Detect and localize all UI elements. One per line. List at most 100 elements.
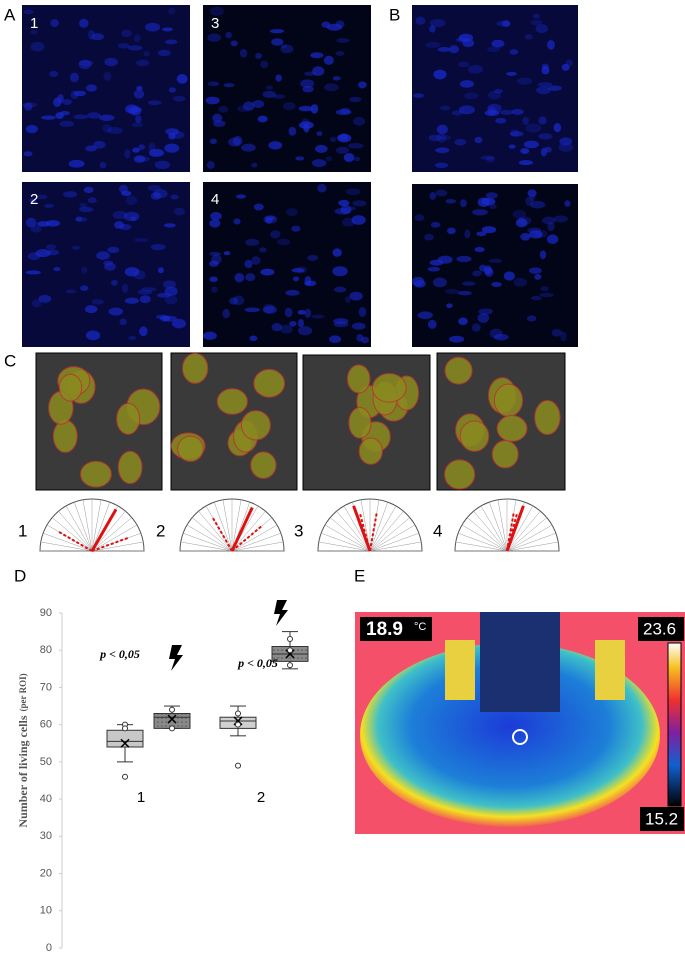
nucleus: [449, 45, 459, 54]
nucleus: [280, 44, 294, 54]
nucleus: [433, 69, 447, 80]
nucleus: [136, 59, 150, 67]
nucleus: [255, 52, 262, 60]
protractor-ray: [231, 499, 242, 552]
nucleus: [223, 251, 231, 256]
nucleus: [489, 328, 503, 339]
box-plot: 0 10 20 30 40 50 60 70 80 90 Number of living cell…: [16, 607, 309, 954]
nucleus: [335, 51, 345, 56]
nucleus: [321, 21, 331, 28]
nucleus: [506, 71, 517, 76]
nucleus: [125, 195, 138, 206]
nucleus: [472, 270, 482, 277]
nucleus: [520, 232, 531, 241]
nucleus: [280, 324, 293, 334]
protractor-ray: [343, 505, 371, 552]
data-point: [169, 706, 175, 713]
nucleus: [444, 289, 460, 295]
nucleus: [209, 251, 222, 256]
nucleus: [25, 124, 38, 134]
nucleus: [139, 295, 151, 304]
nucleus: [509, 49, 519, 55]
nucleus: [130, 216, 137, 221]
nucleus: [73, 114, 89, 120]
protractor-ray: [91, 541, 144, 552]
nucleus: [435, 147, 450, 154]
nucleus: [157, 49, 171, 57]
nucleus: [164, 143, 180, 153]
nucleus: [479, 264, 487, 272]
nucleus: [85, 305, 98, 314]
nucleus: [171, 131, 185, 139]
nucleus: [239, 48, 248, 58]
nucleus: [93, 140, 106, 149]
protractor-ray: [73, 502, 93, 552]
nucleus: [133, 34, 141, 43]
nucleus: [75, 216, 83, 222]
protractor-ray: [40, 541, 93, 552]
nucleus: [462, 281, 476, 286]
nucleus: [495, 117, 507, 124]
nucleus: [205, 96, 220, 105]
nucleus: [218, 105, 229, 113]
nucleus: [170, 194, 179, 200]
nucleus: [59, 120, 75, 127]
protractor-ray: [91, 517, 132, 552]
nucleus: [136, 85, 143, 91]
cell: [117, 450, 143, 485]
nucleus: [544, 146, 552, 153]
nucleus: [329, 335, 342, 343]
nucleus: [36, 194, 48, 200]
nucleus: [357, 81, 367, 89]
nucleus: [212, 113, 223, 123]
nucleus: [345, 188, 361, 196]
protractor-ray: [369, 511, 404, 552]
annotation: p < 0,05: [237, 656, 278, 670]
microscopy-image: [412, 184, 578, 347]
nucleus: [44, 203, 55, 209]
lightning-icon: [274, 600, 288, 626]
nucleus: [112, 210, 128, 220]
cell: [250, 451, 277, 479]
data-point: [122, 773, 128, 780]
nucleus: [436, 133, 447, 143]
nucleus: [289, 321, 297, 327]
cell: [79, 460, 112, 488]
nucleus: [40, 115, 56, 120]
cell: [444, 356, 473, 385]
nucleus: [245, 273, 256, 282]
nucleus: [162, 280, 177, 289]
nucleus: [157, 293, 171, 298]
nucleus: [162, 27, 173, 32]
nucleus: [297, 318, 305, 328]
nucleus: [222, 308, 230, 319]
nucleus: [233, 135, 243, 146]
nucleus: [353, 156, 361, 162]
nucleus: [523, 140, 539, 149]
nucleus: [535, 24, 548, 34]
y-tick-label: 60: [40, 719, 52, 731]
nucleus: [458, 33, 474, 42]
nucleus: [79, 18, 89, 28]
protractor-ray: [222, 499, 233, 552]
y-tick-label: 10: [40, 905, 52, 917]
nucleus: [272, 94, 286, 99]
protractor-ray: [506, 541, 559, 552]
protractor-ray: [369, 524, 416, 552]
nucleus: [412, 93, 424, 98]
nucleus: [70, 90, 79, 100]
nucleus: [316, 131, 323, 136]
nucleus: [271, 322, 283, 332]
protractor-ray: [461, 524, 508, 552]
nucleus: [53, 267, 61, 272]
nucleus: [344, 296, 351, 304]
protractor-ray: [318, 541, 371, 552]
nucleus: [527, 189, 537, 197]
nucleus: [148, 148, 164, 157]
nucleus: [122, 283, 129, 294]
nucleus: [119, 318, 127, 326]
nucleus: [102, 124, 112, 133]
x-group-label: 2: [257, 789, 265, 806]
protractor-label: 4: [433, 521, 442, 540]
lightning-icon: [169, 645, 183, 671]
